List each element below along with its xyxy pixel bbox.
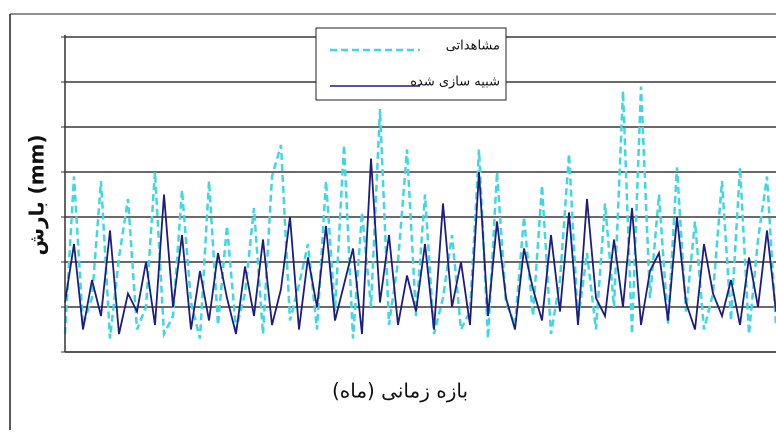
series-line: [65, 159, 776, 335]
chart: بارش (mm) بازه زمانی (ماه) مشاهداتی شبیه …: [0, 0, 776, 430]
legend-label: شبیه سازی شده: [410, 75, 500, 90]
legend-label: مشاهداتی: [446, 39, 500, 54]
x-axis-label: بازه زمانی (ماه): [332, 379, 468, 403]
y-axis-label: بارش (mm): [25, 134, 49, 255]
series-lines: [65, 87, 776, 339]
legend: مشاهداتی شبیه سازی شده: [316, 28, 506, 100]
